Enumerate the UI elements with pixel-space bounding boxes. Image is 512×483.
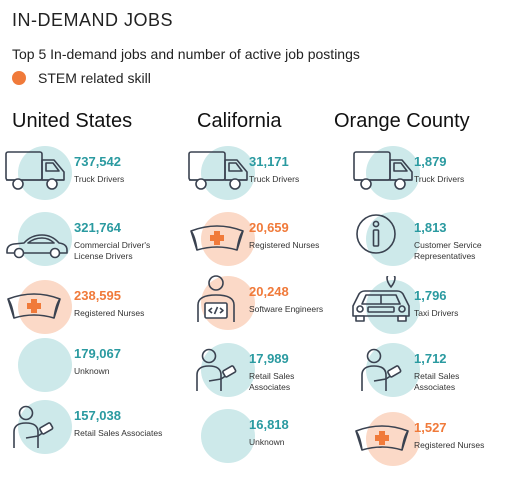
job-count-orange-county: 1,879 bbox=[414, 154, 447, 169]
job-count-california: 31,171 bbox=[249, 154, 289, 169]
retail-person-icon bbox=[193, 347, 239, 398]
job-circle bbox=[18, 338, 72, 392]
stem-legend-dot bbox=[12, 71, 26, 85]
job-count-california: 20,659 bbox=[249, 220, 289, 235]
job-title-united-states: Registered Nurses bbox=[74, 308, 145, 318]
job-circle bbox=[201, 409, 255, 463]
car-icon bbox=[4, 230, 70, 265]
job-title-orange-county: Representatives bbox=[414, 251, 476, 261]
job-count-orange-county: 1,796 bbox=[414, 288, 447, 303]
legend: STEM related skill bbox=[12, 70, 151, 86]
job-title-orange-county: Retail Sales bbox=[414, 371, 460, 381]
column-heading-orange-county: Orange County bbox=[334, 110, 470, 132]
job-title-united-states: Truck Drivers bbox=[74, 174, 125, 184]
job-count-united-states: 737,542 bbox=[74, 154, 121, 169]
job-count-california: 17,989 bbox=[249, 351, 289, 366]
job-title-orange-county: Truck Drivers bbox=[414, 174, 465, 184]
job-count-orange-county: 1,813 bbox=[414, 220, 447, 235]
column-heading-united-states: United States bbox=[12, 110, 133, 132]
retail-person-icon bbox=[10, 404, 56, 455]
job-count-california: 16,818 bbox=[249, 417, 289, 432]
job-title-california: Unknown bbox=[249, 437, 285, 447]
stem-legend-label: STEM related skill bbox=[38, 70, 151, 86]
truck-icon bbox=[352, 148, 416, 197]
page-title: IN-DEMAND JOBS bbox=[12, 10, 174, 30]
column-heading-california: California bbox=[197, 110, 282, 132]
info-icon bbox=[354, 212, 398, 261]
job-title-orange-county: Associates bbox=[414, 382, 456, 392]
job-count-united-states: 157,038 bbox=[74, 408, 121, 423]
job-circle bbox=[201, 146, 255, 200]
job-count-united-states: 238,595 bbox=[74, 288, 121, 303]
job-title-orange-county: Customer Service bbox=[414, 240, 482, 250]
retail-person-icon bbox=[358, 347, 404, 398]
job-circle bbox=[18, 146, 72, 200]
job-title-california: Software Engineers bbox=[249, 304, 324, 314]
nurse-cap-icon bbox=[189, 220, 245, 259]
job-title-california: Registered Nurses bbox=[249, 240, 320, 250]
job-title-united-states: Commercial Driver's bbox=[74, 240, 151, 250]
job-title-california: Truck Drivers bbox=[249, 174, 300, 184]
taxi-icon bbox=[348, 273, 414, 329]
job-title-orange-county: Taxi Drivers bbox=[414, 308, 459, 318]
job-count-united-states: 321,764 bbox=[74, 220, 121, 235]
job-title-california: Associates bbox=[249, 382, 291, 392]
software-engineer-icon bbox=[193, 274, 239, 329]
truck-icon bbox=[187, 148, 251, 197]
truck-icon bbox=[4, 148, 68, 197]
job-title-united-states: Retail Sales Associates bbox=[74, 428, 163, 438]
job-count-california: 20,248 bbox=[249, 284, 289, 299]
job-title-orange-county: Registered Nurses bbox=[414, 440, 485, 450]
nurse-cap-icon bbox=[354, 420, 410, 459]
job-count-orange-county: 1,527 bbox=[414, 420, 447, 435]
job-title-united-states: License Drivers bbox=[74, 251, 133, 261]
job-count-orange-county: 1,712 bbox=[414, 351, 447, 366]
job-title-california: Retail Sales bbox=[249, 371, 295, 381]
job-title-united-states: Unknown bbox=[74, 366, 110, 376]
job-circle bbox=[366, 146, 420, 200]
job-count-united-states: 179,067 bbox=[74, 346, 121, 361]
nurse-cap-icon bbox=[6, 288, 62, 327]
page-subtitle: Top 5 In-demand jobs and number of activ… bbox=[12, 46, 360, 62]
